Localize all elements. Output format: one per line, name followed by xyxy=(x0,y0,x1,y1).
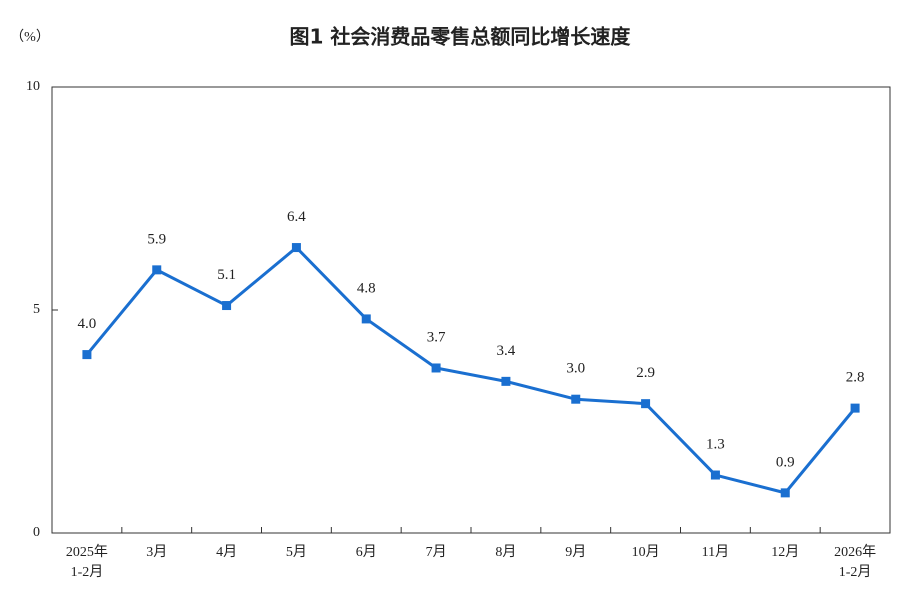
marker xyxy=(82,350,92,360)
data-label: 0.9 xyxy=(776,454,795,470)
x-tick-label: 10月 xyxy=(632,544,660,560)
data-label: 4.0 xyxy=(78,316,97,332)
x-tick-label: 6月 xyxy=(356,544,377,560)
data-label: 6.4 xyxy=(287,209,306,225)
y-tick-label: 5 xyxy=(33,302,40,317)
data-label: 2.8 xyxy=(846,370,865,386)
data-label: 3.4 xyxy=(497,343,516,359)
marker xyxy=(222,301,232,311)
y-tick-label: 10 xyxy=(26,79,40,94)
marker xyxy=(291,243,301,253)
marker xyxy=(710,470,720,480)
data-label: 3.0 xyxy=(566,361,585,377)
x-tick-label: 11月 xyxy=(702,544,729,560)
marker xyxy=(152,265,162,275)
marker xyxy=(641,399,651,409)
marker xyxy=(850,403,860,413)
marker xyxy=(361,314,371,324)
data-label: 5.1 xyxy=(217,267,236,283)
y-tick-label: 0 xyxy=(33,525,40,540)
marker xyxy=(780,488,790,498)
x-tick-label: 3月 xyxy=(146,544,167,560)
x-tick-label: 7月 xyxy=(426,544,447,560)
data-label: 3.7 xyxy=(427,329,446,345)
marker xyxy=(431,363,441,373)
data-label: 2.9 xyxy=(636,365,655,381)
chart-title: 图1 社会消费品零售总额同比增长速度 xyxy=(290,25,632,49)
marker xyxy=(501,376,511,386)
marker xyxy=(571,394,581,404)
x-tick-label: 2026年 1-2月 xyxy=(834,544,876,580)
line xyxy=(85,246,857,495)
data-label: 4.8 xyxy=(357,280,376,296)
x-tick-label: 12月 xyxy=(771,544,799,560)
x-tick-label: 4月 xyxy=(216,544,237,560)
plot-frame xyxy=(51,86,891,534)
x-tick-label: 9月 xyxy=(565,544,586,560)
data-label: 5.9 xyxy=(147,231,166,247)
data-label: 1.3 xyxy=(706,436,725,452)
y-axis-label: （%） xyxy=(10,29,50,45)
x-tick-label: 5月 xyxy=(286,544,307,560)
x-tick-label: 2025年 1-2月 xyxy=(66,544,108,580)
x-tick-label: 8月 xyxy=(495,544,516,560)
